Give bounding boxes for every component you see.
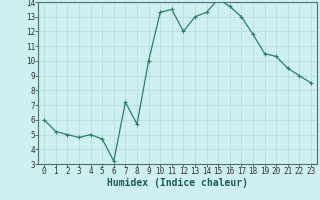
X-axis label: Humidex (Indice chaleur): Humidex (Indice chaleur) bbox=[107, 178, 248, 188]
